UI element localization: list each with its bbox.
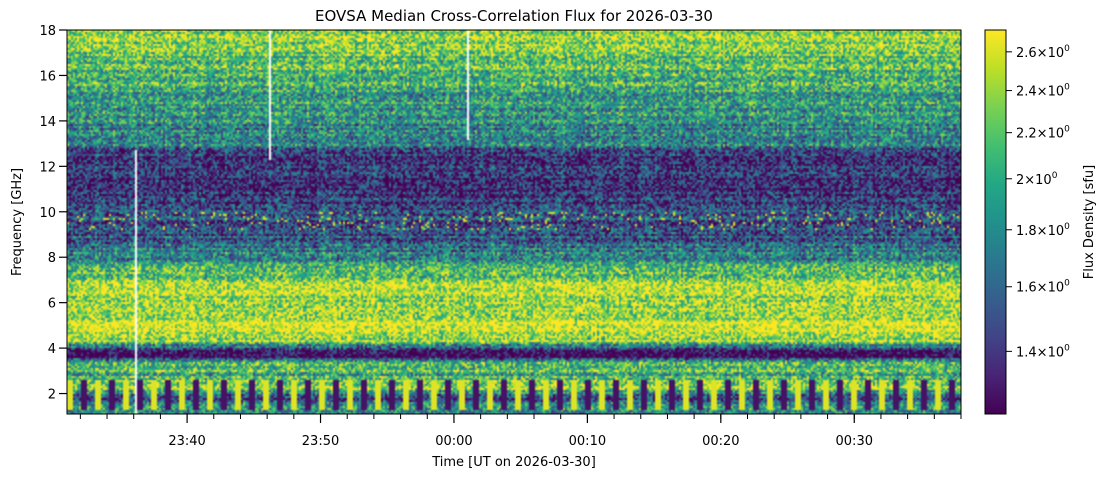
- y-tick-label: 6: [48, 297, 56, 312]
- plot-frame: [66, 29, 962, 415]
- colorbar-tick-label: 1.8×100: [1016, 222, 1070, 239]
- colorbar-tick-label: 2.4×100: [1016, 83, 1070, 100]
- x-axis-label: Time [UT on 2026-03-30]: [431, 455, 596, 470]
- x-tick-label: 00:30: [836, 434, 873, 449]
- colorbar-ticks: 1.4×100 1.6×100 1.8×100 2×100 2.2×100 2.4×100…: [1006, 44, 1070, 360]
- x-tick-label: 23:50: [302, 434, 339, 449]
- chart-title: EOVSA Median Cross-Correlation Flux for …: [315, 7, 713, 25]
- colorbar-tick-label: 1.6×100: [1016, 279, 1070, 296]
- colorbar-gradient: [984, 29, 1007, 415]
- x-tick-label: 00:20: [702, 434, 739, 449]
- y-tick-label: 8: [48, 251, 56, 266]
- x-tick-label: 23:40: [168, 434, 205, 449]
- y-axis: 2 4 6 8 10 12 14 16 18: [39, 24, 67, 403]
- heatmap-layer: [67, 30, 961, 414]
- x-tick-label: 00:00: [435, 434, 472, 449]
- x-axis: 23:40 23:50 00:00 00:10 00:20 00:30: [79, 414, 962, 449]
- colorbar-tick-label: 2×100: [1016, 171, 1058, 188]
- colorbar: 1.4×100 1.6×100 1.8×100 2×100 2.2×100 2.4×100…: [984, 29, 1070, 415]
- colorbar-tick-label: 2.6×100: [1016, 44, 1070, 61]
- y-tick-label: 16: [39, 69, 56, 84]
- y-tick-label: 10: [39, 206, 56, 221]
- y-tick-label: 4: [48, 342, 56, 357]
- x-tick-label: 00:10: [569, 434, 606, 449]
- y-tick-label: 14: [39, 115, 56, 130]
- y-tick-label: 2: [48, 388, 56, 403]
- colorbar-tick-label: 1.4×100: [1016, 343, 1070, 360]
- y-axis-label: Frequency [GHz]: [10, 168, 25, 276]
- colorbar-label: Flux Density [sfu]: [1082, 165, 1097, 279]
- heatmap-image: [67, 30, 961, 414]
- y-tick-label: 12: [39, 160, 56, 175]
- y-tick-label: 18: [39, 24, 56, 39]
- colorbar-tick-label: 2.2×100: [1016, 125, 1070, 142]
